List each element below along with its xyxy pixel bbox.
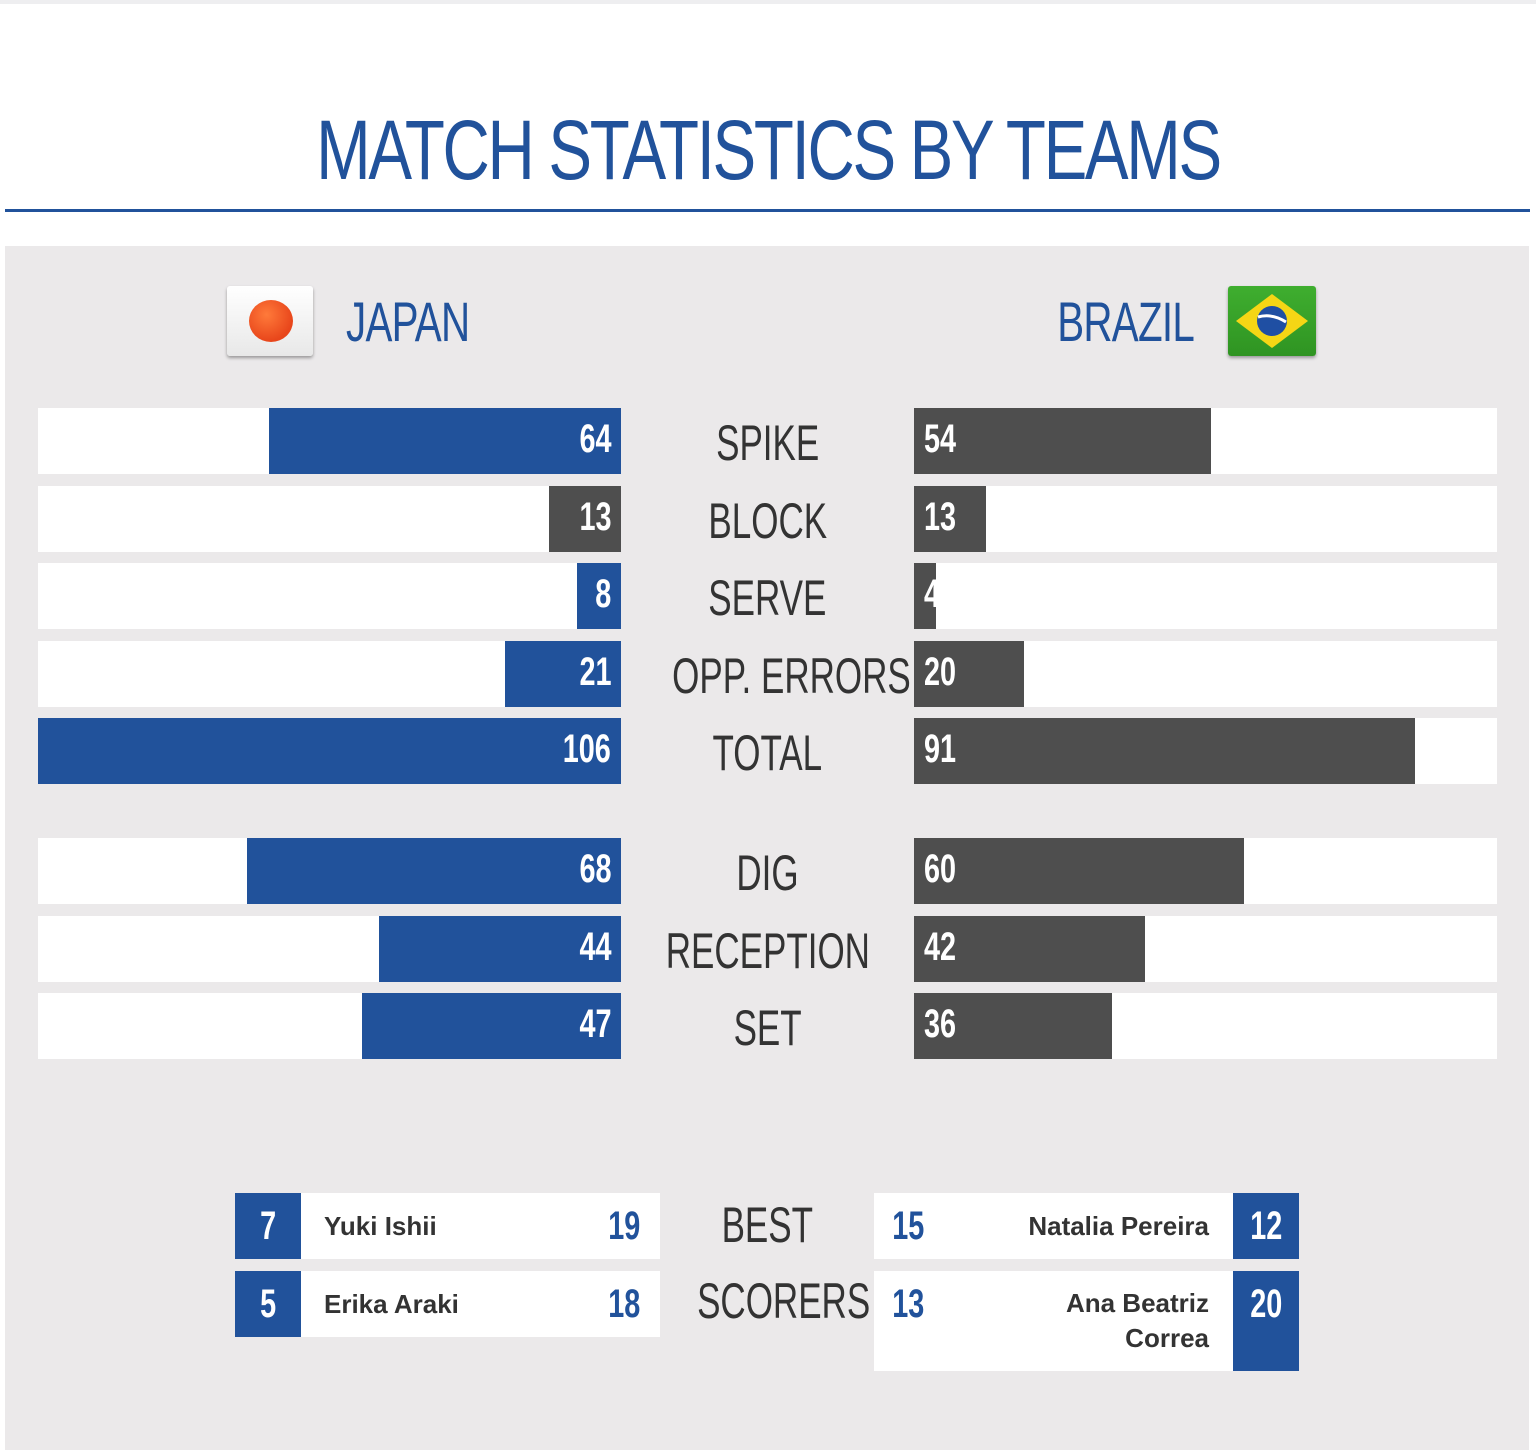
scorer-row-japan-2: 5 Erika Araki 18: [235, 1271, 660, 1337]
scorer-name-line1: Ana Beatriz: [1065, 1288, 1209, 1318]
scorer-points: 18: [607, 1282, 640, 1326]
scorer-jersey-number: 12: [1233, 1193, 1299, 1259]
scorer-name: Natalia Pereira: [1028, 1211, 1209, 1241]
category-label-spike: SPIKE: [715, 415, 820, 471]
value-label-japan-serve: 8: [594, 572, 611, 616]
bar-japan-set: 47: [362, 993, 621, 1059]
bar-japan-opp-errors: 21: [505, 641, 621, 707]
bar-track-brazil-reception: 42: [914, 916, 1497, 982]
scorer-row-brazil-1: 15 Natalia Pereira 12: [874, 1193, 1299, 1259]
value-label-japan-spike: 64: [578, 417, 611, 461]
bar-track-brazil-opp-errors: 20: [914, 641, 1497, 707]
value-label-brazil-dig: 60: [924, 847, 957, 891]
bar-brazil-reception: 42: [914, 916, 1145, 982]
bar-track-brazil-serve: 4: [914, 563, 1497, 629]
bar-track-japan-dig: 68: [38, 838, 621, 904]
bar-track-japan-total: 106: [38, 718, 621, 784]
bar-japan-dig: 68: [247, 838, 621, 904]
scorer-jersey-number: 20: [1233, 1271, 1299, 1371]
value-label-brazil-block: 13: [924, 495, 957, 539]
japan-flag-sun: [249, 300, 293, 342]
scorer-points: 15: [892, 1204, 925, 1248]
bar-brazil-spike: 54: [914, 408, 1211, 474]
bar-brazil-dig: 60: [914, 838, 1244, 904]
bar-track-japan-opp-errors: 21: [38, 641, 621, 707]
top-rule: [0, 0, 1536, 4]
bar-track-brazil-dig: 60: [914, 838, 1497, 904]
bar-brazil-opp-errors: 20: [914, 641, 1024, 707]
scorer-jersey-number: 5: [235, 1271, 301, 1337]
value-label-brazil-spike: 54: [924, 417, 957, 461]
team-name-brazil: BRAZIL: [1057, 290, 1195, 353]
scorer-name: Yuki Ishii: [324, 1211, 437, 1241]
bar-japan-total: 106: [38, 718, 621, 784]
category-label-opp-errors: OPP. ERRORS: [672, 648, 911, 704]
bar-track-brazil-total: 91: [914, 718, 1497, 784]
scorer-name: Ana Beatriz Correa: [1066, 1286, 1209, 1356]
team-name-japan: JAPAN: [346, 290, 470, 353]
category-label-reception: RECEPTION: [665, 923, 870, 979]
scorer-name-line2: Correa: [1125, 1323, 1209, 1353]
brazil-flag-icon: [1228, 286, 1316, 356]
bar-track-japan-spike: 64: [38, 408, 621, 474]
scorer-name: Erika Araki: [324, 1289, 459, 1319]
page-title: MATCH STATISTICS BY TEAMS: [316, 103, 1222, 197]
category-label-dig: DIG: [736, 845, 799, 901]
scorer-jersey-number: 7: [235, 1193, 301, 1259]
bar-track-brazil-spike: 54: [914, 408, 1497, 474]
bar-track-japan-block: 13: [38, 486, 621, 552]
value-label-japan-reception: 44: [578, 925, 611, 969]
value-label-japan-opp-errors: 21: [578, 650, 611, 694]
value-label-japan-set: 47: [578, 1002, 611, 1046]
bar-track-japan-reception: 44: [38, 916, 621, 982]
bar-japan-spike: 64: [269, 408, 621, 474]
best-scorers-label-line2: SCORERS: [697, 1273, 871, 1329]
scorer-points: 19: [607, 1204, 640, 1248]
value-label-japan-block: 13: [578, 495, 611, 539]
scorer-row-brazil-2: 13 Ana Beatriz Correa 20: [874, 1271, 1299, 1371]
bar-brazil-serve: 4: [914, 563, 940, 629]
bar-track-japan-set: 47: [38, 993, 621, 1059]
bar-japan-reception: 44: [379, 916, 621, 982]
bar-japan-block: 13: [549, 486, 621, 552]
scorer-points: 13: [892, 1282, 925, 1326]
category-label-serve: SERVE: [708, 570, 827, 626]
bar-japan-serve: 8: [577, 563, 621, 629]
value-label-brazil-total: 91: [924, 727, 957, 771]
japan-flag-icon: [227, 286, 313, 356]
value-label-japan-dig: 68: [578, 847, 611, 891]
bar-track-japan-serve: 8: [38, 563, 621, 629]
best-scorers-label-line1: BEST: [721, 1197, 813, 1253]
value-label-brazil-opp-errors: 20: [924, 650, 957, 694]
value-label-japan-total: 106: [562, 727, 611, 771]
value-label-brazil-serve: 4: [924, 572, 941, 616]
category-label-total: TOTAL: [712, 725, 823, 781]
bar-brazil-block: 13: [914, 486, 986, 552]
bar-track-brazil-block: 13: [914, 486, 1497, 552]
bar-track-brazil-set: 36: [914, 993, 1497, 1059]
scorer-row-japan-1: 7 Yuki Ishii 19: [235, 1193, 660, 1259]
bar-brazil-total: 91: [914, 718, 1415, 784]
value-label-brazil-set: 36: [924, 1002, 957, 1046]
bar-brazil-set: 36: [914, 993, 1112, 1059]
value-label-brazil-reception: 42: [924, 925, 957, 969]
category-label-set: SET: [733, 1000, 802, 1056]
title-divider: [5, 209, 1530, 212]
category-label-block: BLOCK: [708, 493, 827, 549]
